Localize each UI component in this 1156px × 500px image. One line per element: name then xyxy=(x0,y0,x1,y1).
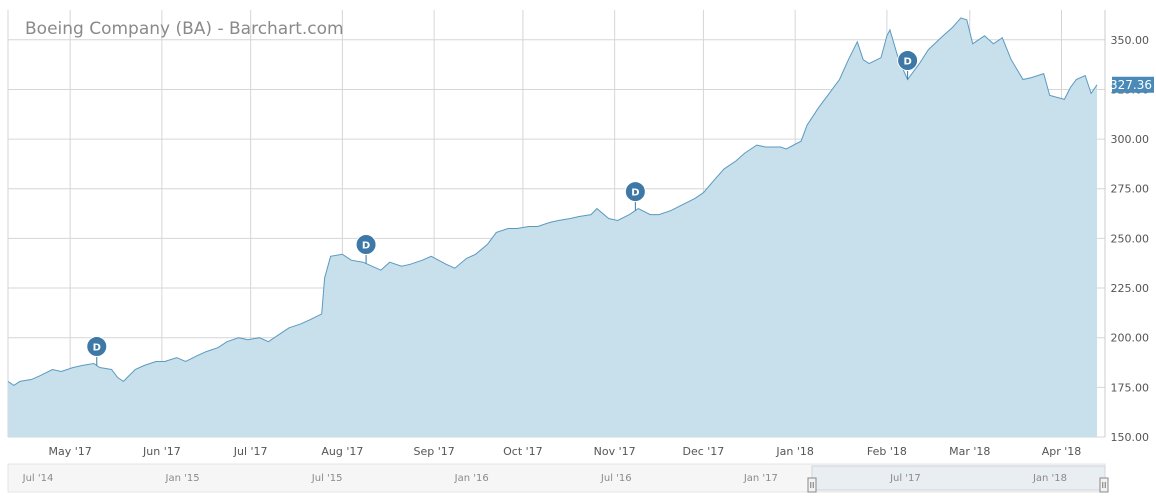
price-line xyxy=(7,17,1098,387)
dividend-marker[interactable]: D xyxy=(355,234,377,264)
dividend-badge-label: D xyxy=(362,241,370,252)
navigator-tick-label: Jul '15 xyxy=(311,473,343,484)
navigator-handle-grip: II xyxy=(810,481,815,490)
navigator-tick-label: Jan '17 xyxy=(743,473,778,484)
x-tick-label: Mar '18 xyxy=(949,445,990,458)
navigator-handle-right[interactable]: II xyxy=(1099,477,1109,493)
x-tick-label: Dec '17 xyxy=(683,445,725,458)
x-tick-label: Jan '18 xyxy=(775,445,813,458)
y-tick-label: 300.00 xyxy=(1111,133,1150,146)
dividend-badge-label: D xyxy=(93,343,101,354)
x-tick-label: May '17 xyxy=(49,445,92,458)
x-tick-label: Jun '17 xyxy=(142,445,181,458)
x-tick-label: Sep '17 xyxy=(414,445,455,458)
navigator-tick-label: Jan '18 xyxy=(1032,473,1067,484)
chart-title: Boeing Company (BA) - Barchart.com xyxy=(25,19,344,39)
dividend-badge xyxy=(624,181,646,203)
dividend-markers: D D D D xyxy=(86,50,919,366)
navigator-handle-left[interactable]: II xyxy=(807,477,817,493)
y-tick-label: 275.00 xyxy=(1111,183,1150,196)
last-price-text: 327.36 xyxy=(1110,78,1152,92)
navigator-tick-label: Jan '15 xyxy=(165,473,200,484)
dividend-marker[interactable]: D xyxy=(624,181,646,211)
date-axis: May '17 Jun '17 Jul '17 Aug '17 Sep '17 Oct '… xyxy=(49,445,1082,458)
y-tick-label: 175.00 xyxy=(1111,381,1150,394)
last-price-box xyxy=(1112,76,1154,93)
dividend-badge xyxy=(355,234,377,256)
y-tick-label: 200.00 xyxy=(1111,332,1150,345)
navigator-handle-box xyxy=(807,477,817,493)
y-tick-label: 225.00 xyxy=(1111,282,1150,295)
navigator-selected-range[interactable] xyxy=(811,465,1106,491)
last-price-label: 327.36 xyxy=(1110,76,1154,93)
range-navigator[interactable]: Jul '14 Jan '15 Jul '15 Jan '16 Jul '16 Jan '… xyxy=(7,463,1109,493)
y-tick-label: 250.00 xyxy=(1111,232,1150,245)
navigator-tick-label: Jul '16 xyxy=(600,473,632,484)
navigator-tick-label: Jul '14 xyxy=(22,473,54,484)
navigator-tick-label: Jan '16 xyxy=(454,473,489,484)
x-tick-label: Nov '17 xyxy=(594,445,636,458)
dividend-badge-label: D xyxy=(903,57,911,68)
y-tick-label: 150.00 xyxy=(1111,431,1150,444)
x-tick-label: Apr '18 xyxy=(1042,445,1082,458)
x-tick-label: Aug '17 xyxy=(321,445,363,458)
dividend-marker[interactable]: D xyxy=(86,336,108,366)
x-tick-label: Feb '18 xyxy=(867,445,907,458)
dividend-marker[interactable]: D xyxy=(897,50,919,80)
navigator-tick-label: Jul '17 xyxy=(889,473,921,484)
dividend-badge-label: D xyxy=(631,188,639,199)
navigator-handle-grip: II xyxy=(1102,481,1107,490)
dividend-badge xyxy=(897,50,919,72)
y-tick-label: 350.00 xyxy=(1111,34,1150,47)
dividend-badge xyxy=(86,336,108,358)
price-axis: 150.00 175.00 200.00 225.00 250.00 275.00 300.… xyxy=(1111,34,1150,444)
x-tick-label: Oct '17 xyxy=(503,445,543,458)
x-tick-label: Jul '17 xyxy=(233,445,268,458)
price-area xyxy=(8,17,1097,438)
navigator-handle-box xyxy=(1099,477,1109,493)
